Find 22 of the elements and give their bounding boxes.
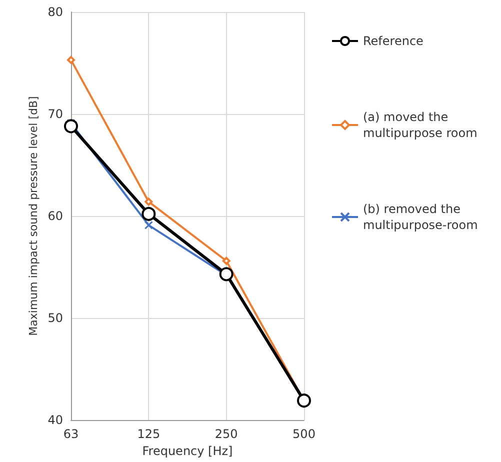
x-axis-title: Frequency [Hz]: [142, 444, 233, 458]
y-tick-label: 70: [48, 107, 63, 121]
x-tick-label: 125: [137, 427, 160, 441]
point: [142, 206, 156, 221]
y-tick-label: 50: [48, 311, 63, 325]
y-axis-title: Maximum impact sound pressure level [dB]: [27, 96, 40, 336]
legend-label: (b) removed the multipurpose-room: [363, 202, 478, 232]
point: [67, 56, 75, 64]
point: [144, 220, 153, 230]
legend-label: Reference: [363, 34, 424, 48]
x-tick-label: 500: [292, 427, 316, 441]
x-tick-label: 63: [63, 427, 79, 441]
point: [297, 394, 311, 408]
y-tick-label: 40: [48, 413, 63, 427]
y-tick-label: 60: [48, 209, 63, 223]
legend-label: (a) moved the multipurpose room: [363, 110, 478, 140]
point: [222, 256, 230, 265]
x-tick-label: 250: [214, 427, 238, 441]
point: [144, 198, 153, 206]
point: [64, 119, 78, 134]
y-tick-label: 80: [48, 5, 63, 19]
point: [219, 267, 234, 282]
